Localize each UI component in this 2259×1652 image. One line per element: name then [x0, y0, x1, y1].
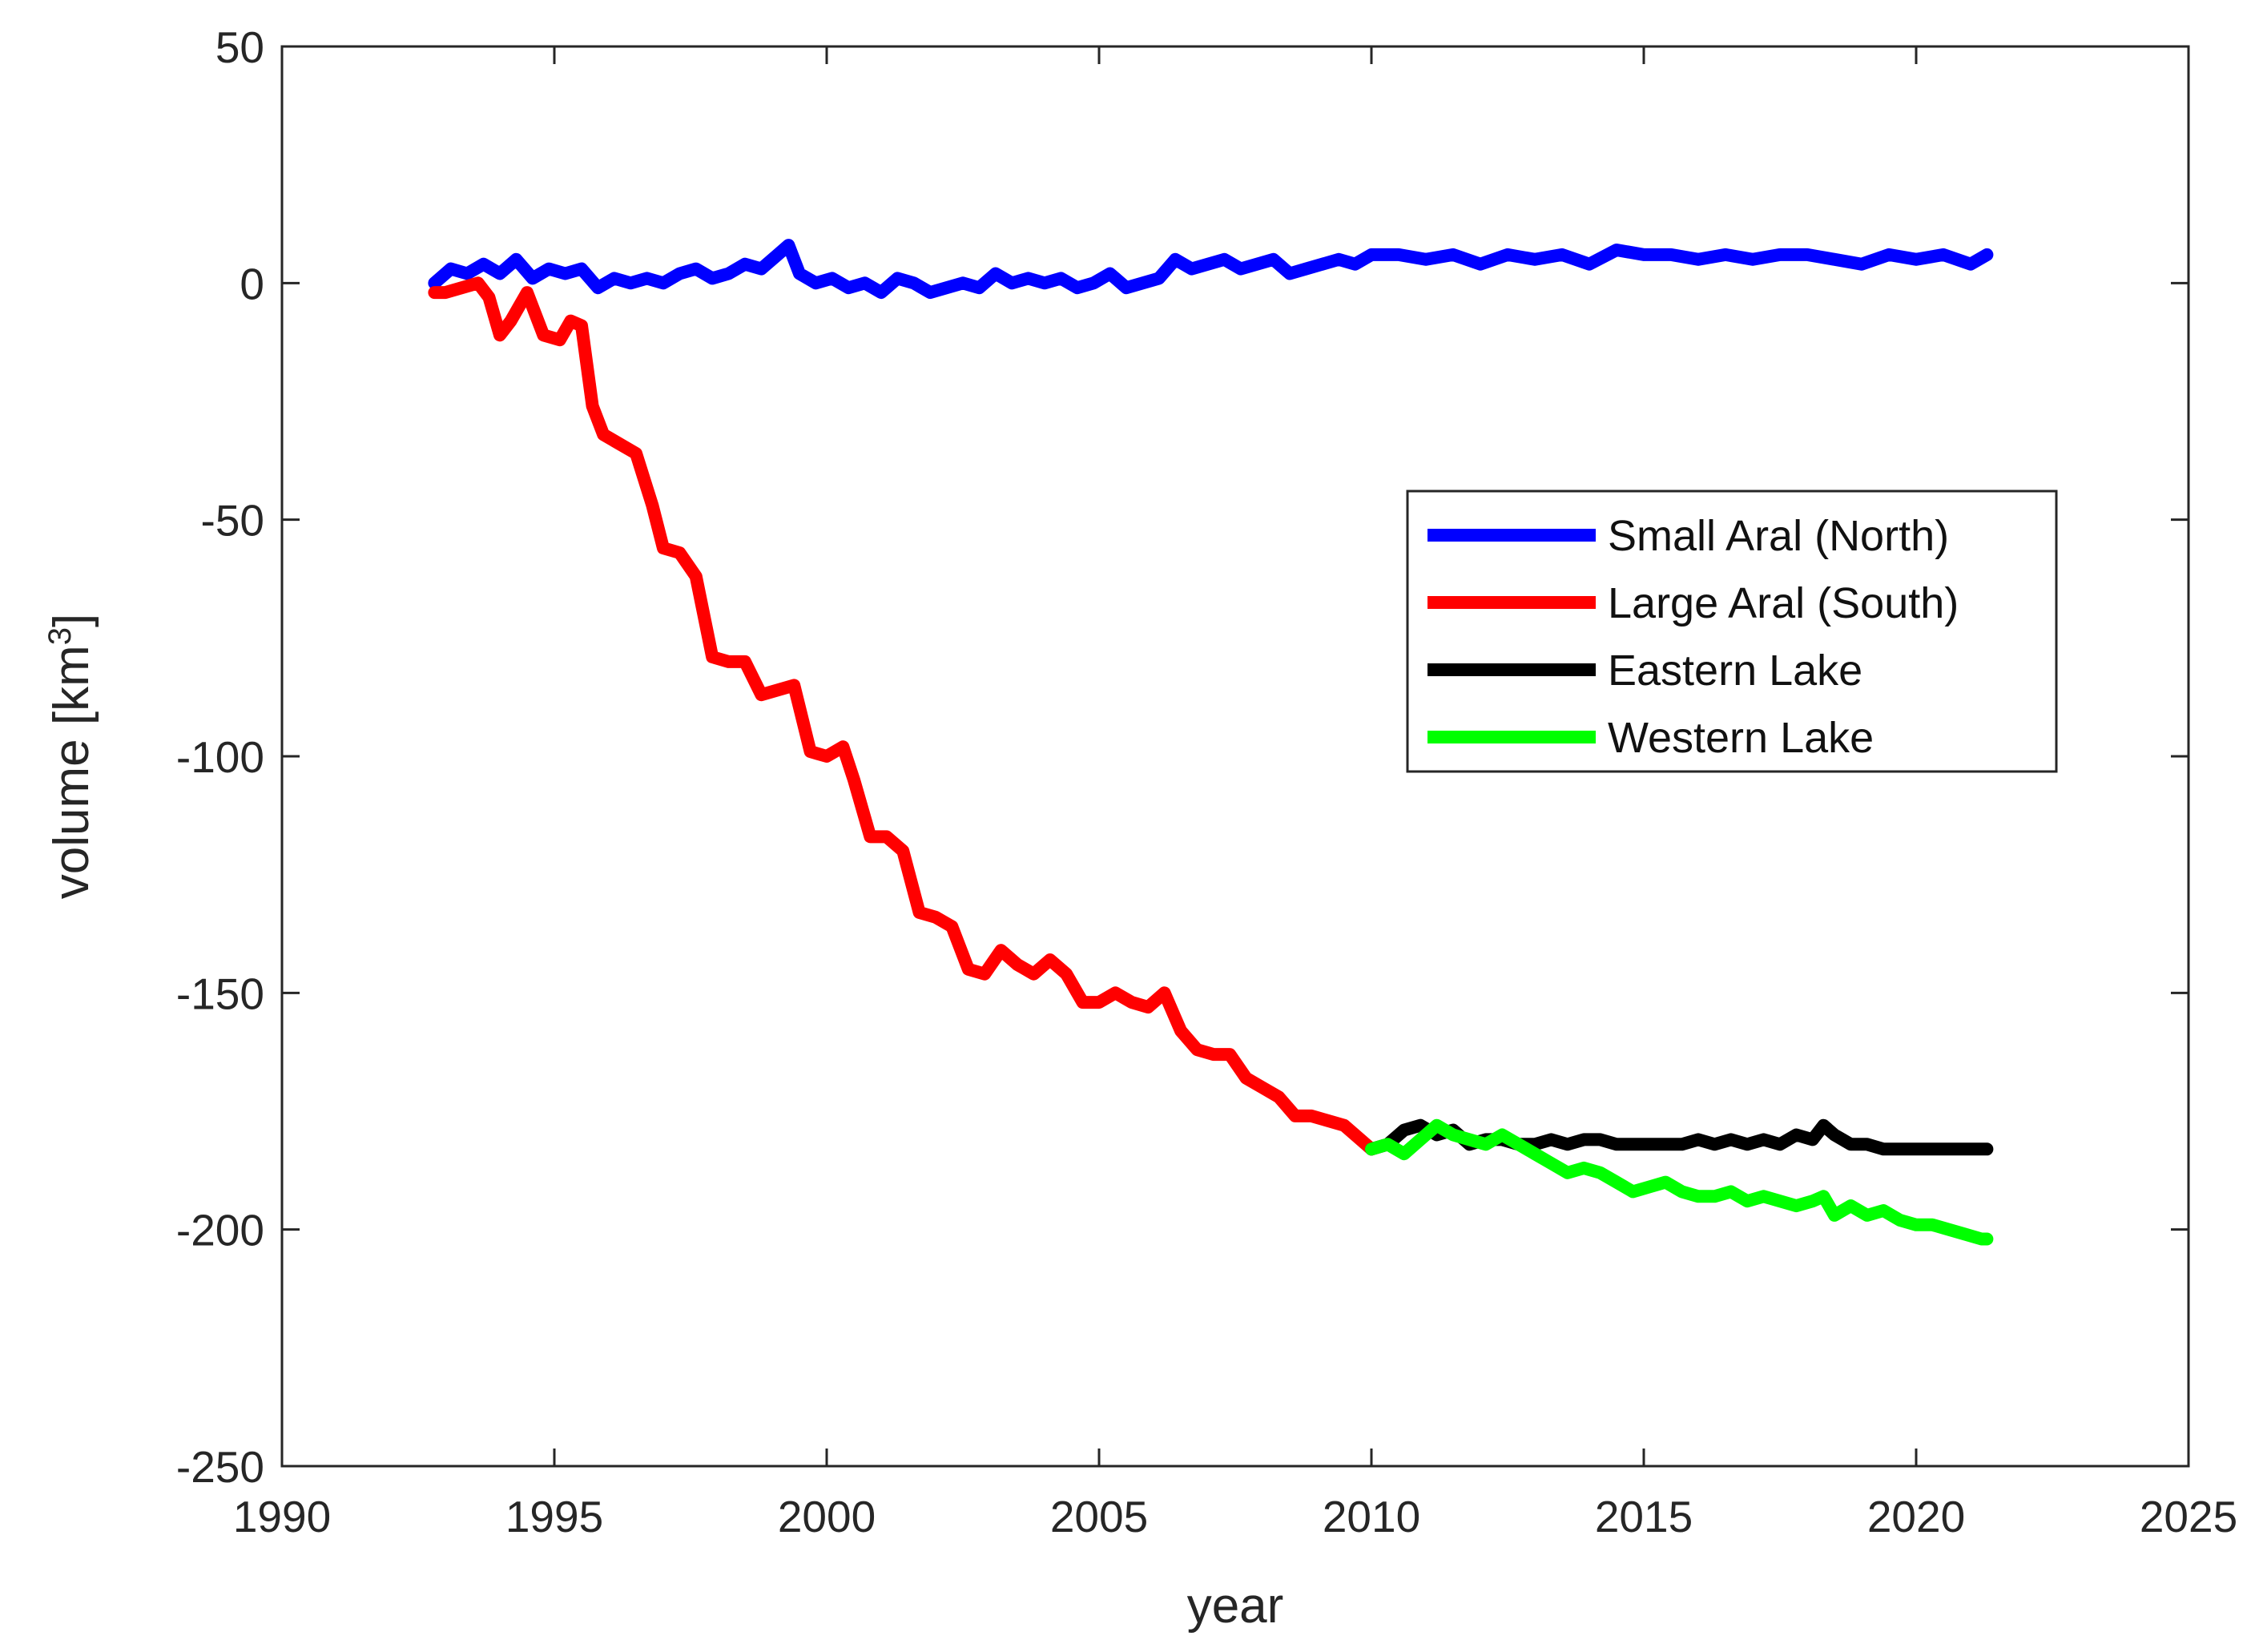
x-tick-label: 2005	[1050, 1492, 1148, 1541]
x-tick-label: 2025	[2140, 1492, 2237, 1541]
x-tick-label: 2015	[1595, 1492, 1693, 1541]
series-line-large-aral-south	[428, 276, 1378, 1156]
legend-label-western-lake: Western Lake	[1608, 714, 1874, 762]
x-axis-ticks: 1990 1995 2000 2005 2010 2015 2020 2025	[233, 46, 2237, 1541]
x-axis-title: year	[1187, 1578, 1284, 1634]
legend-label-large-aral-south: Large Aral (South)	[1608, 579, 1959, 627]
legend: Small Aral (North) Large Aral (South) East…	[1406, 490, 2058, 773]
y-axis-title-close: ]	[44, 614, 99, 627]
x-tick-label: 2020	[1867, 1492, 1965, 1541]
y-axis-title-superscript: 3	[42, 627, 78, 645]
legend-label-eastern-lake: Eastern Lake	[1608, 647, 1862, 695]
series-line-small-aral-north	[428, 239, 1994, 300]
x-tick-label: 2000	[778, 1492, 876, 1541]
x-tick-label: 1995	[505, 1492, 603, 1541]
y-tick-label: -50	[201, 496, 265, 546]
series-layer	[428, 239, 1994, 1246]
y-tick-label: -100	[176, 732, 264, 782]
x-tick-label: 1990	[233, 1492, 331, 1541]
y-tick-label: 0	[240, 259, 264, 308]
y-tick-label: 50	[215, 22, 264, 72]
legend-label-small-aral-north: Small Aral (North)	[1608, 512, 1949, 560]
series-line-western-lake	[1365, 1118, 1994, 1246]
x-tick-label: 2010	[1323, 1492, 1420, 1541]
plot-frame	[280, 45, 2190, 1468]
y-tick-label: -150	[176, 969, 264, 1018]
y-tick-label: -200	[176, 1206, 264, 1255]
y-tick-label: -250	[176, 1442, 264, 1492]
y-axis-title: volume [km3]	[42, 614, 99, 899]
y-axis-ticks: 50 0 -50 -100 -150 -200 -250	[176, 22, 2189, 1492]
y-axis-title-main: volume [km	[44, 645, 99, 899]
